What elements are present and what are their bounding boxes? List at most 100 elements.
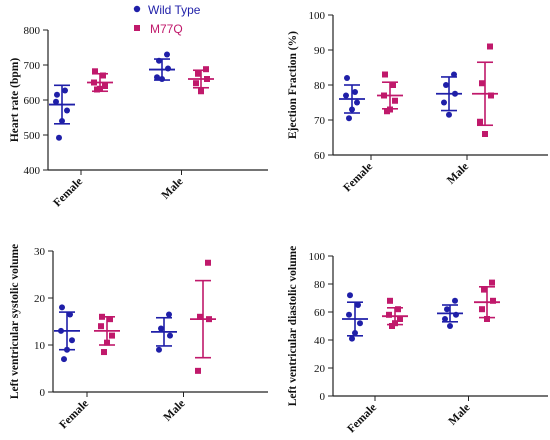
data-point: [344, 75, 350, 81]
data-point: [352, 89, 358, 95]
data-point: [197, 313, 203, 320]
chart-panel-4: 0 20 40 60 80 100 Left ventricular diastolic v…: [287, 246, 548, 436]
data-point: [441, 99, 447, 106]
y-tick-label: 700: [24, 60, 41, 72]
data-point: [64, 346, 70, 353]
y-tick-label: 600: [24, 95, 41, 107]
data-point: [205, 259, 211, 266]
data-point: [203, 66, 209, 73]
data-point: [352, 330, 358, 336]
legend-marker-wild-type: [133, 5, 141, 13]
data-point: [453, 311, 459, 318]
data-point: [167, 332, 173, 339]
data-point: [452, 297, 458, 304]
y-tick-label: 100: [309, 10, 326, 22]
y-tick-label: 30: [34, 246, 46, 258]
data-point: [69, 337, 75, 344]
data-point: [64, 107, 70, 114]
data-point: [98, 323, 104, 330]
data-point: [354, 99, 360, 106]
data-point: [100, 72, 106, 79]
data-point: [347, 292, 353, 299]
data-point: [392, 97, 398, 104]
data-point: [488, 92, 494, 99]
data-point: [166, 311, 172, 318]
data-point: [195, 367, 201, 374]
data-point: [484, 316, 490, 322]
data-point: [156, 57, 162, 64]
chart-panel-3: 0 10 20 30 Left ventricular systolic volume F…: [9, 244, 268, 431]
y-tick-label: 500: [24, 130, 41, 142]
data-point: [154, 74, 160, 81]
data-point: [91, 79, 97, 86]
legend-marker-m77q: [134, 25, 140, 31]
data-point: [67, 311, 73, 318]
data-point: [56, 134, 62, 141]
y-axis-title: Heart rate (bpm): [9, 58, 21, 142]
legend: Wild Type M77Q: [133, 3, 201, 36]
data-point: [62, 87, 68, 94]
y-tick-label: 400: [24, 165, 41, 177]
data-point: [355, 302, 361, 308]
data-point: [206, 316, 212, 323]
y-axis-title: Left ventricular systolic volume: [9, 244, 21, 399]
data-point: [386, 311, 392, 318]
y-tick-label: 60: [314, 307, 326, 319]
data-point: [477, 118, 483, 125]
y-tick-label: 70: [314, 115, 326, 127]
data-point: [101, 349, 107, 356]
x-category-label-female: Female: [345, 402, 379, 436]
y-tick-label: 40: [314, 335, 326, 347]
data-point: [487, 43, 493, 50]
data-point: [204, 76, 210, 82]
data-point: [489, 279, 495, 286]
data-point: [482, 131, 488, 137]
data-point: [109, 332, 115, 339]
data-point: [346, 311, 352, 318]
y-tick-label: 80: [314, 80, 326, 92]
data-point: [346, 115, 352, 122]
data-point: [198, 88, 204, 95]
chart-panel-1: 400 500 600 700 800 Heart rate (bpm) Female Mal…: [9, 25, 268, 209]
data-point: [447, 323, 453, 329]
x-category-label-male: Male: [445, 161, 471, 187]
data-point: [343, 92, 349, 99]
data-point: [481, 286, 487, 293]
data-point: [61, 356, 67, 363]
y-tick-label: 100: [309, 251, 326, 263]
data-point: [444, 306, 450, 313]
data-point: [382, 71, 388, 78]
data-point: [357, 320, 363, 327]
data-point: [387, 297, 393, 304]
x-category-label-female: Female: [341, 161, 375, 195]
data-point: [442, 316, 448, 322]
data-point: [479, 80, 485, 87]
data-point: [59, 304, 65, 311]
x-category-label-male: Male: [162, 398, 188, 424]
data-point: [59, 118, 65, 124]
data-point: [165, 65, 171, 72]
y-tick-label: 0: [40, 387, 46, 399]
data-point: [451, 71, 457, 78]
data-point: [479, 306, 485, 313]
data-point: [159, 76, 165, 82]
data-point: [99, 313, 105, 320]
data-point: [107, 316, 113, 323]
data-point: [156, 346, 162, 353]
y-tick-label: 10: [34, 340, 46, 352]
x-category-label-male: Male: [447, 402, 473, 428]
y-axis-title: Ejection Fraction (%): [287, 31, 299, 139]
y-axis-title: Left ventricular diastolic volume: [287, 246, 299, 406]
y-tick-label: 60: [314, 150, 326, 162]
data-point: [490, 297, 496, 304]
y-tick-label: 0: [320, 391, 326, 403]
data-point: [389, 323, 395, 329]
data-point: [384, 108, 390, 115]
data-point: [443, 82, 449, 88]
data-point: [446, 111, 452, 118]
x-category-label-female: Female: [51, 176, 85, 210]
chart-panel-2: 60 70 80 90 100 Ejection Fraction (%) Female Ma…: [287, 10, 548, 194]
legend-label: M77Q: [150, 22, 183, 36]
y-tick-label: 20: [34, 293, 46, 305]
data-point: [193, 80, 199, 87]
